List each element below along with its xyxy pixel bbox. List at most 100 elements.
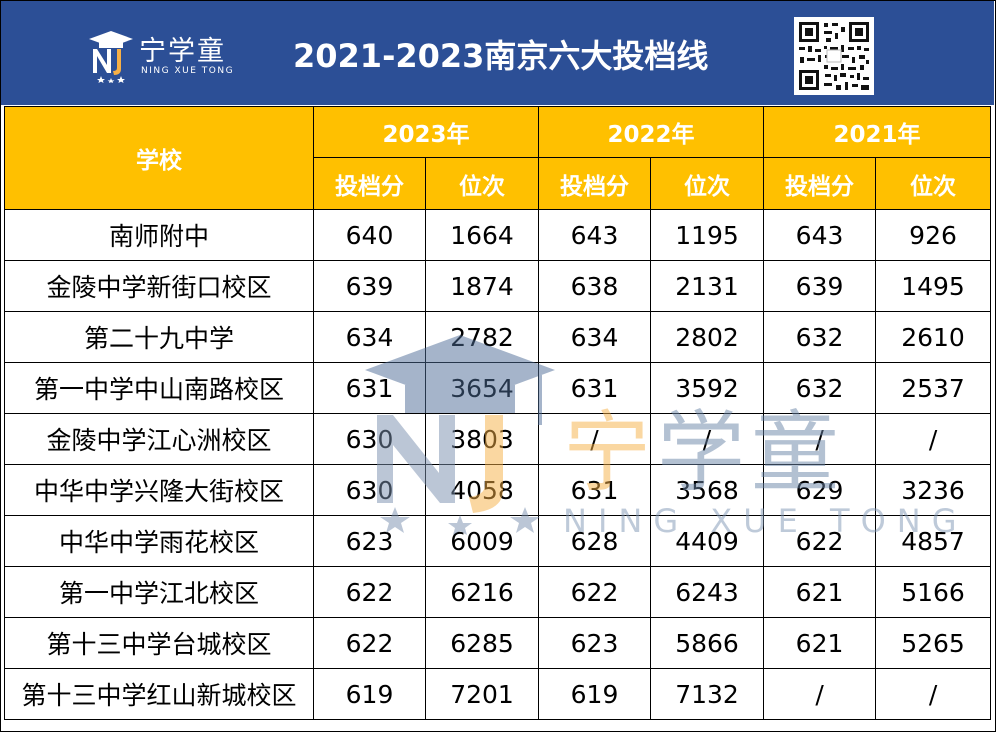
score-cell: 629	[763, 464, 877, 516]
score-cell: /	[538, 413, 652, 465]
score-header: 投档分	[313, 157, 426, 210]
header-banner: 宁学童 NING XUE TONG 2021-2023南京六大投档线	[1, 1, 994, 105]
score-cell: 623	[313, 515, 426, 567]
rank-cell: /	[650, 413, 765, 465]
score-cell: 619	[313, 668, 426, 720]
rank-cell: 2610	[875, 311, 992, 363]
rank-cell: 5866	[650, 617, 765, 669]
school-name: 第一中学江北校区	[4, 566, 314, 618]
rank-cell: 1664	[424, 209, 540, 261]
header-row-years: 学校 2023年 2022年 2021年	[4, 106, 992, 210]
school-name: 中华中学兴隆大街校区	[4, 464, 314, 516]
school-column-header: 学校	[4, 106, 314, 210]
table-row: 南师附中 640 1664 643 1195 643 926	[4, 209, 992, 261]
table-row: 第十三中学台城校区 622 6285 623 5866 621 5265	[4, 617, 992, 669]
admission-score-table: 学校 2023年 2022年 2021年 投档分 位次 投档分 位次 投档分 位…	[4, 106, 992, 720]
header-row-metrics: 投档分 位次 投档分 位次 投档分 位次	[5, 157, 992, 210]
rank-cell: 3592	[650, 362, 765, 414]
rank-cell: 6216	[424, 566, 540, 618]
score-cell: 631	[538, 362, 652, 414]
table-row: 金陵中学新街口校区 639 1874 638 2131 639 1495	[4, 260, 992, 312]
rank-cell: 1195	[650, 209, 765, 261]
table-row: 第一中学江北校区 622 6216 622 6243 621 5166	[4, 566, 992, 618]
rank-cell: 926	[875, 209, 992, 261]
score-cell: 630	[313, 413, 426, 465]
table-row: 中华中学兴隆大街校区 630 4058 631 3568 629 3236	[4, 464, 992, 516]
rank-header: 位次	[424, 157, 540, 210]
rank-cell: /	[875, 668, 992, 720]
rank-cell: 7132	[650, 668, 765, 720]
rank-cell: 4058	[424, 464, 540, 516]
school-name: 中华中学雨花校区	[4, 515, 314, 567]
school-name: 金陵中学江心洲校区	[4, 413, 314, 465]
graduation-cap-logo-icon	[89, 31, 133, 83]
rank-cell: 3654	[424, 362, 540, 414]
rank-cell: 3568	[650, 464, 765, 516]
score-cell: 634	[313, 311, 426, 363]
score-cell: 639	[313, 260, 426, 312]
score-cell: 619	[538, 668, 652, 720]
logo-chinese-text: 宁学童	[139, 36, 226, 67]
year-header-2021: 2021年	[763, 106, 992, 158]
score-cell: /	[763, 668, 877, 720]
rank-cell: /	[875, 413, 992, 465]
table-row: 第二十九中学 634 2782 634 2802 632 2610	[4, 311, 992, 363]
year-header-2022: 2022年	[538, 106, 765, 158]
score-cell: 643	[538, 209, 652, 261]
rank-cell: 2131	[650, 260, 765, 312]
school-name: 第二十九中学	[4, 311, 314, 363]
rank-cell: 2782	[424, 311, 540, 363]
school-name: 南师附中	[4, 209, 314, 261]
rank-cell: 3236	[875, 464, 992, 516]
logo-english-text: NING XUE TONG	[141, 66, 235, 76]
score-cell: 623	[538, 617, 652, 669]
table-row: 金陵中学江心洲校区 630 3803 / / / /	[4, 413, 992, 465]
score-cell: 622	[313, 566, 426, 618]
rank-header: 位次	[650, 157, 765, 210]
rank-cell: 1495	[875, 260, 992, 312]
rank-cell: 7201	[424, 668, 540, 720]
score-cell: 630	[313, 464, 426, 516]
school-name: 金陵中学新街口校区	[4, 260, 314, 312]
school-name: 第一中学中山南路校区	[4, 362, 314, 414]
score-cell: 632	[763, 362, 877, 414]
score-cell: 634	[538, 311, 652, 363]
year-header-2023: 2023年	[312, 106, 540, 158]
school-name: 第十三中学台城校区	[4, 617, 314, 669]
rank-cell: 2537	[875, 362, 992, 414]
table-row: 第十三中学红山新城校区 619 7201 619 7132 / /	[4, 668, 992, 720]
rank-cell: 6285	[424, 617, 540, 669]
rank-cell: 6009	[424, 515, 540, 567]
table-row: 第一中学中山南路校区 631 3654 631 3592 632 2537	[4, 362, 992, 414]
rank-cell: 5265	[875, 617, 992, 669]
score-cell: 639	[763, 260, 877, 312]
rank-cell: 3803	[424, 413, 540, 465]
qr-code-icon	[794, 17, 874, 95]
score-cell: 632	[763, 311, 877, 363]
rank-cell: 2802	[650, 311, 765, 363]
score-cell: /	[763, 413, 877, 465]
score-cell: 631	[538, 464, 652, 516]
rank-cell: 4409	[650, 515, 765, 567]
score-cell: 622	[538, 566, 652, 618]
score-cell: 631	[313, 362, 426, 414]
rank-cell: 5166	[875, 566, 992, 618]
score-cell: 638	[538, 260, 652, 312]
score-cell: 621	[763, 617, 877, 669]
score-cell: 622	[313, 617, 426, 669]
score-cell: 628	[538, 515, 652, 567]
score-cell: 622	[763, 515, 877, 567]
rank-cell: 1874	[424, 260, 540, 312]
brand-logo: 宁学童 NING XUE TONG	[87, 25, 237, 85]
page-title: 2021-2023南京六大投档线	[293, 37, 709, 75]
school-name: 第十三中学红山新城校区	[4, 668, 314, 720]
score-header: 投档分	[538, 157, 652, 210]
table-row: 中华中学雨花校区 623 6009 628 4409 622 4857	[4, 515, 992, 567]
score-cell: 640	[313, 209, 426, 261]
rank-cell: 6243	[650, 566, 765, 618]
score-cell: 621	[763, 566, 877, 618]
score-header: 投档分	[763, 157, 877, 210]
rank-header: 位次	[875, 157, 992, 210]
rank-cell: 4857	[875, 515, 992, 567]
score-cell: 643	[763, 209, 877, 261]
